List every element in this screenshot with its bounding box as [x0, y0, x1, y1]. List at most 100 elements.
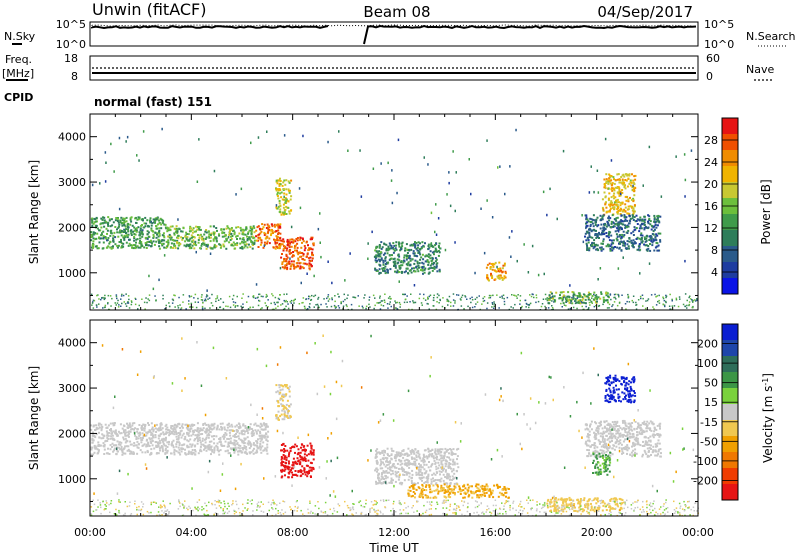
data-cell [302, 262, 305, 265]
data-cell [386, 471, 389, 474]
ground-scatter-cell [454, 300, 456, 302]
data-cell [139, 233, 142, 236]
data-cell [257, 236, 260, 239]
ground-scatter-cell [609, 293, 612, 295]
data-cell [610, 196, 613, 199]
data-cell [437, 245, 440, 248]
ground-scatter-cell [93, 299, 96, 302]
data-cell [599, 297, 602, 300]
data-cell [245, 243, 248, 246]
data-cell [233, 247, 236, 250]
data-cell [143, 429, 146, 432]
data-cell [154, 427, 157, 430]
ground-scatter-cell [364, 294, 366, 296]
data-cell [436, 270, 439, 273]
ground-scatter-cell [247, 295, 250, 298]
data-cell [438, 270, 441, 273]
data-cell [152, 436, 155, 439]
data-cell [305, 464, 308, 467]
data-cell [278, 239, 281, 242]
data-cell [194, 450, 197, 453]
data-cell [180, 447, 183, 450]
data-cell [609, 203, 612, 206]
data-cell [427, 247, 430, 250]
data-cell [587, 298, 590, 301]
data-cell [376, 451, 379, 454]
data-cell [424, 449, 427, 452]
data-cell [386, 476, 389, 479]
data-cell [204, 422, 207, 425]
data-cell [397, 454, 400, 457]
ground-scatter-cell [200, 299, 203, 301]
ground-scatter-cell [673, 305, 676, 307]
data-cell [623, 184, 626, 187]
data-cell [638, 237, 641, 240]
data-cell [388, 455, 391, 457]
ground-scatter-cell [363, 297, 365, 299]
data-cell [403, 479, 406, 482]
data-cell [599, 246, 602, 249]
data-cell [595, 295, 598, 298]
ground-scatter-cell [265, 293, 268, 296]
data-cell [627, 198, 630, 201]
data-cell [249, 225, 252, 228]
data-cell [412, 451, 415, 454]
data-cell [230, 423, 233, 426]
data-cell [587, 291, 590, 294]
data-cell [108, 453, 111, 455]
data-cell [290, 209, 292, 212]
data-cell [141, 437, 144, 439]
data-cell [592, 214, 595, 217]
data-cell [407, 472, 410, 475]
ground-scatter-cell [635, 301, 637, 304]
data-cell [299, 458, 302, 461]
data-cell [102, 222, 105, 225]
data-cell [604, 223, 607, 226]
data-cell [286, 238, 289, 241]
data-cell [608, 239, 611, 242]
data-cell [632, 239, 635, 242]
ground-scatter-cell [448, 300, 450, 303]
data-cell [386, 452, 389, 455]
data-cell [143, 443, 146, 446]
data-cell [374, 249, 377, 252]
data-cell [259, 430, 261, 433]
data-cell [390, 480, 393, 483]
data-cell [116, 231, 119, 234]
data-cell [129, 223, 132, 226]
data-cell [640, 237, 643, 239]
data-cell [192, 239, 195, 242]
data-cell [196, 427, 199, 430]
data-cell [306, 263, 309, 266]
data-cell [586, 246, 589, 249]
data-cell [245, 227, 248, 230]
data-cell [296, 237, 299, 239]
data-cell [438, 251, 441, 254]
data-cell [620, 208, 623, 211]
noise-cell [372, 167, 375, 170]
data-cell [234, 425, 237, 428]
data-cell [177, 438, 180, 441]
data-cell [164, 447, 167, 450]
data-cell [624, 210, 627, 213]
data-cell [279, 237, 282, 240]
data-cell [230, 442, 233, 445]
data-cell [616, 198, 619, 201]
data-cell [129, 426, 132, 428]
ground-scatter-cell [240, 305, 242, 308]
data-cell [163, 246, 166, 249]
data-cell [381, 267, 384, 270]
data-cell [201, 236, 204, 239]
data-cell [181, 434, 184, 437]
ground-scatter-cell [575, 294, 577, 297]
ground-scatter-cell [279, 294, 281, 296]
data-cell [421, 268, 424, 271]
data-cell [101, 433, 104, 436]
data-cell [277, 189, 280, 192]
data-cell [178, 448, 181, 451]
ground-scatter-cell [510, 306, 512, 308]
data-cell [120, 240, 122, 243]
data-cell [114, 226, 117, 228]
data-cell [136, 218, 139, 221]
data-cell [426, 479, 429, 481]
